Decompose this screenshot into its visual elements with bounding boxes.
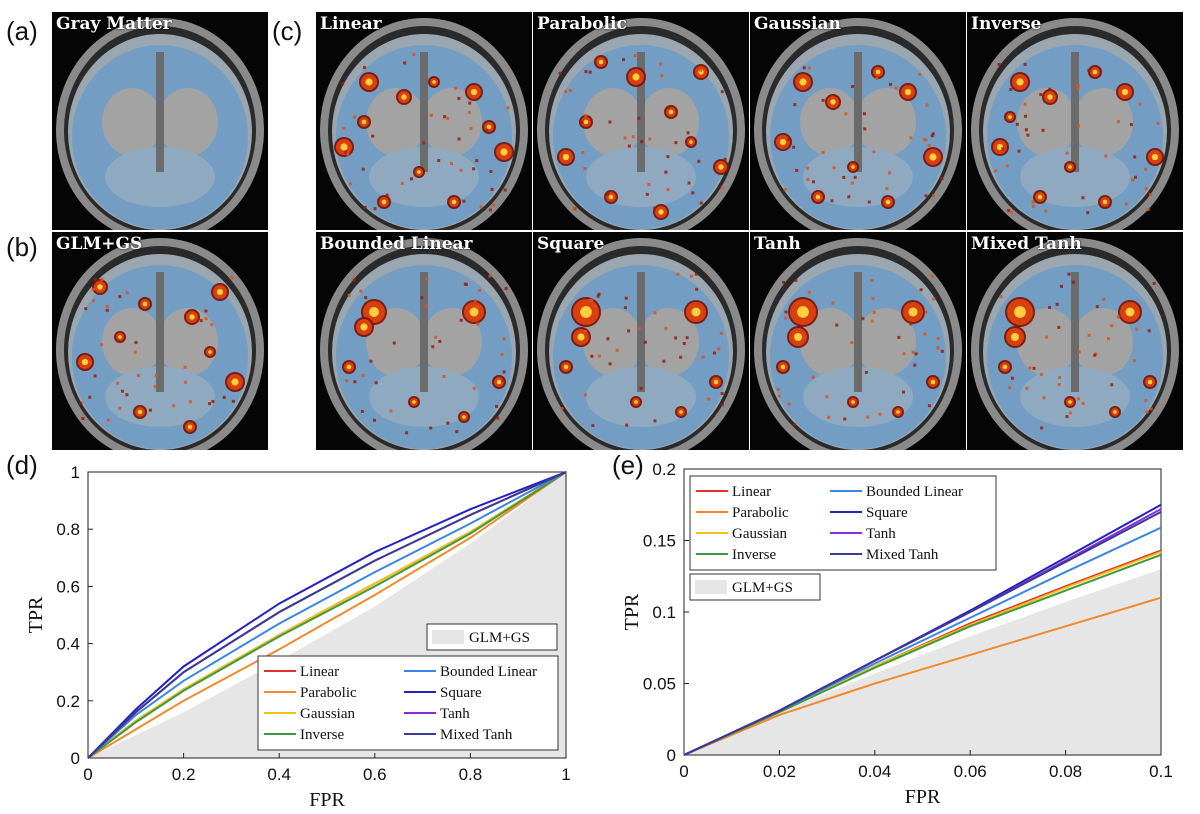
legend-label: Square (440, 685, 482, 701)
legend-label: Tanh (866, 526, 896, 542)
panel-label-e: (e) (612, 450, 644, 480)
legend-label: Mixed Tanh (440, 727, 513, 743)
x-tick-label: 0.4 (267, 765, 291, 784)
brain-image-parabolic: Parabolic (533, 12, 749, 230)
x-tick-label: 0 (83, 765, 92, 784)
series-line-mixed-tanh (87, 471, 567, 759)
series-line-parabolic (87, 471, 567, 759)
series-line-gaussian (87, 471, 567, 759)
brain-image-inverse: Inverse (967, 12, 1183, 230)
x-tick-label: 0.1 (1149, 762, 1173, 781)
legend-label: Inverse (300, 727, 344, 743)
series-line-parabolic (683, 596, 1162, 756)
legend-label: Square (866, 505, 908, 521)
series-line-inverse (683, 553, 1162, 756)
brain-image-linear: Linear (316, 12, 532, 230)
legend-label: Parabolic (732, 505, 789, 521)
brain-image-gray-matter: Gray Matter (52, 12, 268, 230)
brain-title: Inverse (971, 14, 1042, 34)
y-axis-label: TPR (25, 596, 47, 633)
area-legend-swatch (695, 580, 727, 594)
legend-label: Linear (300, 664, 339, 680)
y-tick-label: 0.4 (56, 635, 80, 654)
brain-image-glm-gs: GLM+GS (52, 232, 268, 450)
y-tick-label: 0.2 (652, 460, 676, 479)
y-tick-label: 0.15 (643, 532, 676, 551)
brain-image-bounded-linear: Bounded Linear (316, 232, 532, 450)
legend-label: Inverse (732, 547, 776, 563)
y-tick-label: 0.1 (652, 603, 676, 622)
legend-label: Mixed Tanh (866, 547, 939, 563)
x-tick-label: 0.02 (763, 762, 796, 781)
axes-frame (87, 471, 567, 759)
brain-title: Parabolic (537, 14, 627, 34)
roc-chart-full: 0 0.2 0.4 0.6 0.8 1 0 0.2 0.4 0.6 0.8 1 FPR TPR Linear… (25, 463, 571, 811)
panel-label-d: (d) (6, 450, 38, 480)
panel-label-a: (a) (6, 16, 38, 46)
brain-title: GLM+GS (56, 234, 143, 254)
series-line-square (87, 471, 567, 759)
series-line-bounded-linear (87, 471, 567, 759)
x-tick-label: 0.08 (1049, 762, 1082, 781)
x-tick-label: 0.06 (954, 762, 987, 781)
area-legend-swatch (432, 630, 464, 644)
y-tick-label: 0.2 (56, 692, 80, 711)
brain-image-square: Square (533, 232, 749, 450)
series-line-inverse (87, 471, 567, 759)
legend-label: Parabolic (300, 685, 357, 701)
y-axis-label: TPR (621, 593, 643, 630)
roc-chart-zoomed: 0 0.02 0.04 0.06 0.08 0.1 0 0.05 0.1 0.15 0.2 FPR TP… (621, 460, 1173, 808)
brain-image-tanh: Tanh (750, 232, 966, 450)
legend-label: Gaussian (300, 706, 355, 722)
x-axis-label: FPR (905, 786, 941, 808)
brain-image-mixed-tanh: Mixed Tanh (967, 232, 1183, 450)
x-tick-label: 0.04 (858, 762, 891, 781)
y-tick-label: 1 (71, 463, 80, 482)
brain-title: Gaussian (754, 14, 841, 34)
brain-title: Mixed Tanh (971, 234, 1082, 254)
x-tick-label: 0 (679, 762, 688, 781)
y-tick-label: 0 (71, 749, 80, 768)
brain-title: Tanh (754, 234, 801, 254)
brain-title: Bounded Linear (320, 234, 473, 254)
x-tick-label: 1 (561, 765, 570, 784)
y-tick-label: 0 (667, 746, 676, 765)
y-tick-label: 0.05 (643, 675, 676, 694)
series-line-mixed-tanh (683, 511, 1162, 756)
legend-label: Bounded Linear (440, 664, 537, 680)
legend-label: Linear (732, 484, 771, 500)
brain-title: Linear (320, 14, 382, 34)
area-legend-box (426, 623, 558, 651)
y-tick-label: 0.6 (56, 577, 80, 596)
x-tick-label: 0.8 (459, 765, 483, 784)
y-tick-label: 0.8 (56, 520, 80, 539)
legend-label: Gaussian (732, 526, 787, 542)
legend-label: Bounded Linear (866, 484, 963, 500)
x-tick-label: 0.2 (172, 765, 196, 784)
panel-label-c: (c) (272, 16, 303, 46)
glm-gs-area (684, 569, 1161, 755)
brain-image-gaussian: Gaussian (750, 12, 966, 230)
area-legend-label: GLM+GS (732, 580, 793, 596)
legend-label: Tanh (440, 706, 470, 722)
brain-title: Square (537, 234, 605, 254)
x-axis-label: FPR (309, 789, 345, 811)
x-tick-label: 0.6 (363, 765, 387, 784)
brain-title: Gray Matter (56, 14, 172, 34)
area-legend-label: GLM+GS (469, 630, 530, 646)
panel-label-b: (b) (6, 232, 38, 262)
